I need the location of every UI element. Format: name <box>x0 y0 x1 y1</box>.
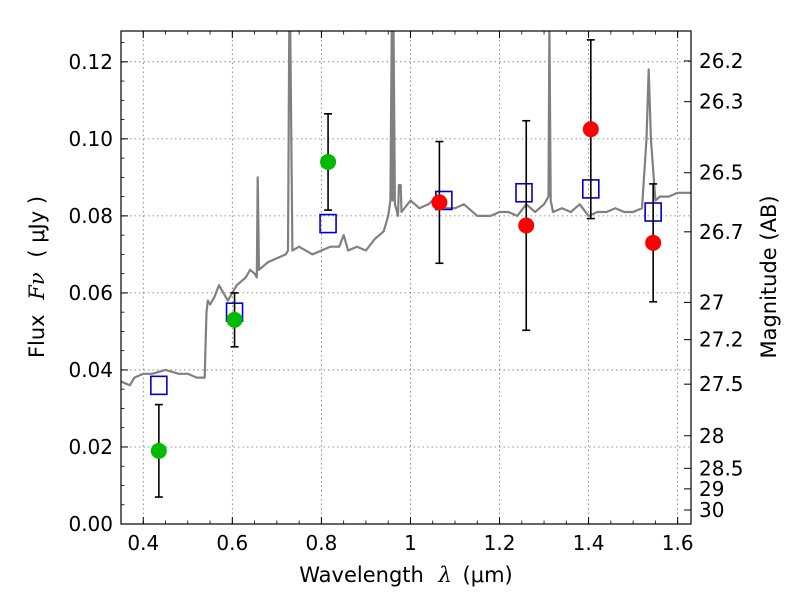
template-spectrum-line <box>121 31 691 387</box>
observed-flux-point <box>645 234 662 251</box>
x-tick-label: 1 <box>404 531 417 555</box>
observed-flux-point <box>582 121 599 138</box>
y-tick-label: 0.02 <box>68 435 113 459</box>
template-spectrum <box>121 31 691 387</box>
photometry-points <box>150 39 662 498</box>
y2-tick-label: 30 <box>699 498 724 522</box>
y2-tick-label: 26.3 <box>699 90 744 114</box>
x-tick-label: 1.2 <box>484 531 516 555</box>
y2-tick-label: 26.2 <box>699 49 744 73</box>
x-tick-label: 0.6 <box>216 531 248 555</box>
y2-tick-label: 28 <box>699 424 724 448</box>
gridlines <box>121 31 691 525</box>
axis-ticks: 0.4 0.6 0.8 1 1.2 1.4 1.6 0.00 0.02 0.04 0.06 0.08 0… <box>68 31 744 555</box>
model-flux-box <box>515 182 533 203</box>
observed-flux-point <box>150 442 167 459</box>
x-tick-label: 0.4 <box>127 531 159 555</box>
observed-flux-point <box>226 311 243 328</box>
observed-flux-point <box>431 194 448 211</box>
y2-tick-label: 27.2 <box>699 328 744 352</box>
model-flux-box <box>150 375 168 396</box>
y-tick-label: 0.06 <box>68 281 113 305</box>
model-flux-box <box>319 213 337 234</box>
observed-flux-point <box>320 153 337 170</box>
y-tick-label: 0.10 <box>68 127 113 151</box>
x-axis-label: Wavelength λ (μm) <box>299 563 512 587</box>
x-tick-label: 1.4 <box>573 531 605 555</box>
y2-tick-label: 28.5 <box>699 456 744 480</box>
y2-tick-label: 27 <box>699 290 724 314</box>
observed-flux-point <box>518 217 535 234</box>
y2-axis-label: Magnitude (AB) <box>757 195 781 358</box>
y-axis-label: Flux Fν ( μJy ) <box>25 196 49 358</box>
y-tick-label: 0.08 <box>68 204 113 228</box>
y2-tick-label: 26.5 <box>699 161 744 185</box>
y-tick-label: 0.04 <box>68 358 113 382</box>
x-tick-label: 1.6 <box>662 531 694 555</box>
y2-tick-label: 27.5 <box>699 372 744 396</box>
y2-tick-label: 29 <box>699 477 724 501</box>
x-tick-label: 0.8 <box>305 531 337 555</box>
y2-tick-label: 26.7 <box>699 220 744 244</box>
y-tick-label: 0.12 <box>68 50 113 74</box>
y-tick-label: 0.00 <box>68 512 113 536</box>
plot-frame <box>120 30 692 525</box>
